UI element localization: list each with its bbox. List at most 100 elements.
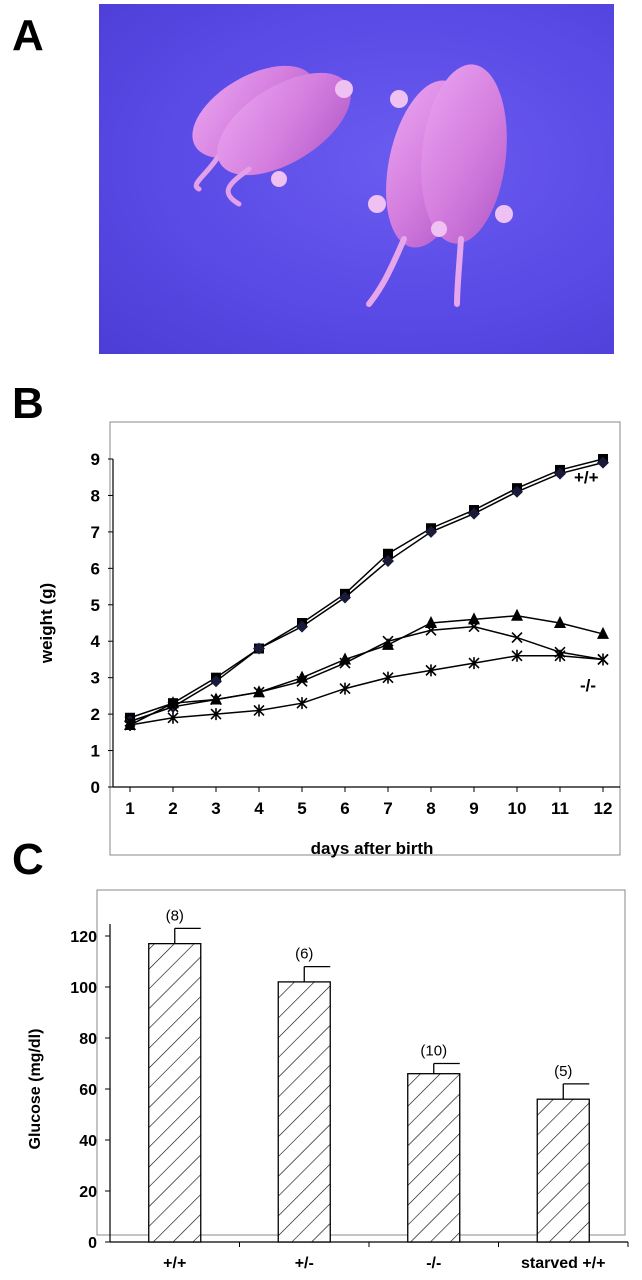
data-point-x [210,693,222,706]
x-tick-label: 8 [426,799,435,818]
data-point-triangle [511,608,523,621]
y-tick-label: 6 [91,559,100,578]
y-tick-label: 60 [79,1082,97,1099]
data-point-diamond [253,642,265,655]
category-label: starved +/+ [521,1255,606,1272]
mice-illustration [192,64,513,307]
panel-label-c: C [12,835,44,884]
data-point-asterisk [124,719,136,732]
x-tick-label: 7 [383,799,392,818]
data-point-x [511,632,523,644]
data-point-asterisk [425,664,437,677]
sample-size-label: (8) [166,907,184,924]
x-tick-label: 10 [508,799,527,818]
data-point-diamond [339,591,351,604]
data-point-x [167,701,179,713]
bar [277,981,331,1243]
y-tick-label: 3 [91,669,100,688]
data-point-diamond [210,675,222,688]
mice-photo [99,4,614,354]
x-tick-label: 3 [211,799,220,818]
sample-size-label: (10) [420,1043,447,1060]
data-point-triangle [425,616,437,628]
annotation-knockout: -/- [580,676,596,695]
data-point-triangle [597,626,609,639]
y-tick-label: 2 [91,705,100,724]
data-point-triangle [382,637,394,650]
data-point-asterisk [253,704,265,717]
panel-label-a: A [12,11,44,60]
y-tick-label: 4 [91,632,101,651]
data-point-triangle [468,612,480,625]
y-tick-label: 1 [91,742,100,761]
x-tick-label: 11 [551,799,569,818]
data-point-asterisk [468,657,480,670]
series-line-triangle [129,614,604,726]
y-tick-label: 8 [91,486,100,505]
y-tick-label: 5 [91,596,100,615]
series-line-x [129,625,604,723]
data-point-x [468,621,480,633]
series-line-diamond [129,461,604,723]
category-label: +/- [295,1255,314,1272]
data-point-x [296,675,308,687]
category-label: +/+ [163,1255,186,1272]
y-axis-label: weight (g) [37,583,56,664]
panel-label-b: B [12,379,44,428]
mouse-right-2 [421,64,513,307]
data-point-diamond [597,456,609,469]
sample-size-label: (6) [295,946,313,963]
series-line-asterisk [129,655,604,726]
chart-bars [148,927,590,1243]
data-point-triangle [167,696,179,709]
y-tick-labels: 0 1 2 3 4 5 6 7 8 9 [91,450,101,797]
category-labels: +/+ +/- -/- starved +/+ [163,1255,605,1272]
y-tick-label: 7 [91,523,100,542]
chart-frame [96,889,626,1236]
data-point-x [382,635,394,647]
data-point-x [339,657,351,669]
y-tick-labels: 0 20 40 60 80 100 120 [70,929,97,1252]
chart-series [124,454,609,732]
x-tick-label: 6 [340,799,349,818]
y-tick-label: 0 [91,778,100,797]
data-point-asterisk [597,653,609,666]
x-tick-label: 1 [125,799,134,818]
data-point-asterisk [382,671,394,684]
y-axis-label: Glucose (mg/dl) [27,1029,44,1150]
data-point-diamond [511,485,523,498]
data-point-asterisk [511,649,523,662]
y-tick-label: 9 [91,450,100,469]
y-tick-label: 80 [79,1031,97,1048]
y-tick-label: 40 [79,1133,97,1150]
x-axis-label: days after birth [311,839,434,858]
data-point-diamond [382,555,394,568]
y-tick-label: 120 [70,929,97,946]
data-point-diamond [425,525,437,538]
glucose-bar-chart: 0 20 40 60 80 100 120 +/+ +/- -/- starved +/+ (8)… [27,889,629,1272]
data-point-asterisk [210,708,222,721]
category-label: -/- [426,1255,441,1272]
data-point-diamond [296,620,308,633]
data-point-asterisk [296,697,308,710]
chart-axes [108,458,620,792]
x-tick-label: 12 [594,799,613,818]
chart-frame [109,421,621,856]
y-tick-label: 20 [79,1184,97,1201]
data-point-square [383,548,393,559]
y-tick-label: 0 [88,1235,97,1252]
y-tick-label: 100 [70,980,97,997]
x-tick-labels: 1 2 3 4 5 6 7 8 9 10 11 12 [125,799,612,818]
x-tick-label: 9 [469,799,478,818]
data-point-asterisk [339,682,351,695]
series-line-square [129,458,604,719]
x-tick-label: 5 [297,799,306,818]
mouse-left-2 [217,72,353,207]
bar [148,943,202,1243]
data-point-diamond [554,467,566,480]
x-tick-label: 4 [254,799,264,818]
annotation-wildtype: +/+ [574,468,599,487]
data-point-triangle [554,616,566,628]
sample-size-labels: (8) (6) (10) (5) [166,907,573,1080]
